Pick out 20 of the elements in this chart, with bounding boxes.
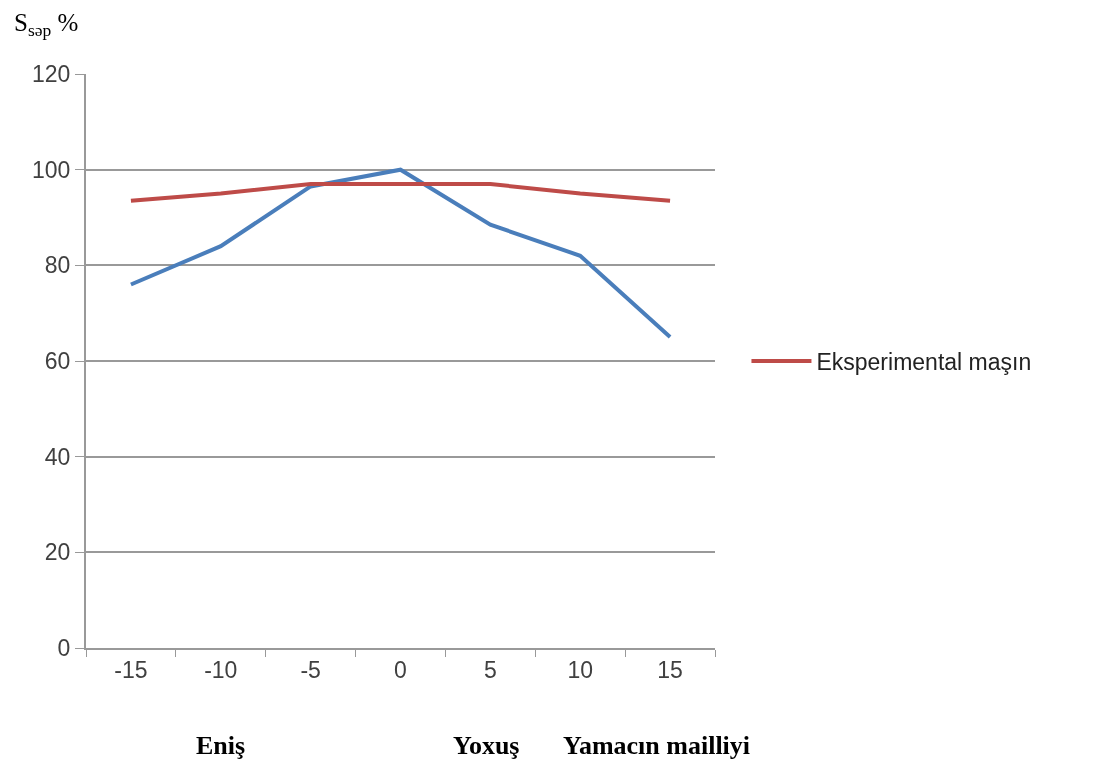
x-tick-label: 10 (567, 656, 594, 683)
x-tick-label: -10 (204, 656, 238, 683)
y-tick-label: 120 (32, 61, 71, 88)
y-tick-label: 60 (44, 348, 71, 375)
legend-label: Eksperimental maşın (816, 348, 1032, 375)
y-tick-label: 20 (44, 539, 71, 566)
y-tick-label: 40 (44, 443, 71, 470)
x-tick-label: -15 (114, 656, 148, 683)
text: Eniş (196, 731, 246, 760)
x-tick-label: 15 (657, 656, 683, 683)
y-axis-title: S$_{səp}$ % (14, 9, 79, 41)
y-tick-label: 80 (44, 252, 71, 279)
y-tick-label: 0 (57, 635, 71, 662)
line-series (128, 167, 673, 340)
x-tick-label: -5 (300, 656, 321, 683)
x-tick-label: 0 (394, 656, 407, 683)
text: Yoxuş (453, 731, 520, 760)
x-axis-title: Yamacın mailliyi (563, 731, 751, 760)
y-tick-label: 100 (32, 156, 71, 183)
x-tick-label: 5 (483, 656, 497, 683)
